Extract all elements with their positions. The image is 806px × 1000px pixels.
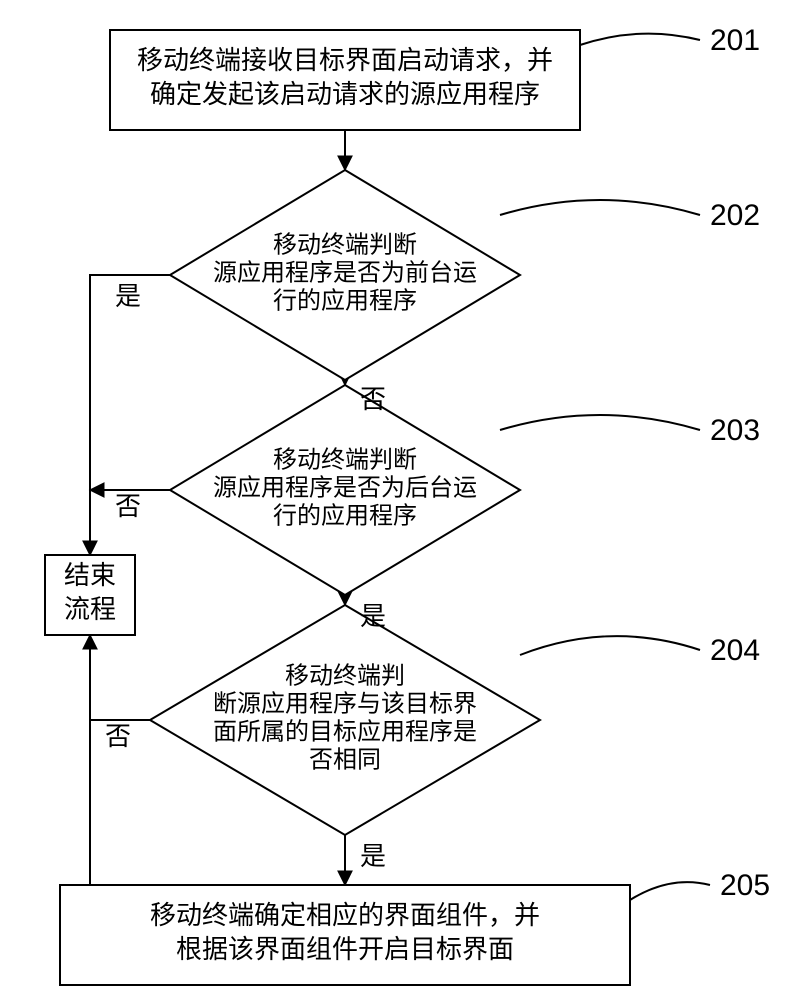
node-text: 结束 [64,561,116,590]
node-text: 移动终端判断 [273,447,417,474]
edge-label: 是 [360,602,386,631]
callout-line [500,415,700,430]
node-text: 行的应用程序 [273,288,417,315]
flowchart-canvas: 移动终端接收目标界面启动请求，并确定发起该启动请求的源应用程序 201 移动终端判断… [0,0,806,1000]
callout-line [500,200,700,215]
ref-label: 204 [710,634,760,667]
node-text: 移动终端确定相应的界面组件，并 [150,901,540,930]
node-text: 否相同 [309,747,381,774]
ref-label: 202 [710,199,760,232]
edge-label: 是 [360,842,386,871]
node-text: 根据该界面组件开启目标界面 [176,935,514,964]
node-n201: 移动终端接收目标界面启动请求，并确定发起该启动请求的源应用程序 201 [110,24,760,130]
callout-line [580,34,700,45]
callout-line [630,882,710,900]
node-end: 结束流程 [45,555,135,635]
node-text: 断源应用程序与该目标界 [213,691,477,718]
node-text: 移动终端判 [285,663,405,690]
node-n203: 移动终端判断源应用程序是否为后台运行的应用程序 203 [170,385,760,595]
ref-label: 205 [720,869,770,902]
node-text: 源应用程序是否为前台运 [213,260,477,287]
edge-label: 否 [115,492,141,521]
node-text: 流程 [64,595,116,624]
node-n202: 移动终端判断源应用程序是否为前台运行的应用程序 202 [170,170,760,380]
edge-label: 否 [105,722,131,751]
edge-label: 是 [115,282,141,311]
node-n205: 移动终端确定相应的界面组件，并根据该界面组件开启目标界面 205 [60,869,770,985]
flow-edge [90,635,150,720]
callout-line [520,636,700,655]
node-text: 移动终端接收目标界面启动请求，并 [137,46,553,75]
node-text: 行的应用程序 [273,503,417,530]
node-text: 面所属的目标应用程序是 [213,719,477,746]
edge-label: 否 [360,385,386,414]
ref-label: 201 [710,24,760,57]
node-text: 移动终端判断 [273,232,417,259]
node-text: 源应用程序是否为后台运 [213,475,477,502]
ref-label: 203 [710,414,760,447]
node-n204: 移动终端判断源应用程序与该目标界面所属的目标应用程序是否相同 204 [150,605,760,835]
node-text: 确定发起该启动请求的源应用程序 [150,80,540,109]
